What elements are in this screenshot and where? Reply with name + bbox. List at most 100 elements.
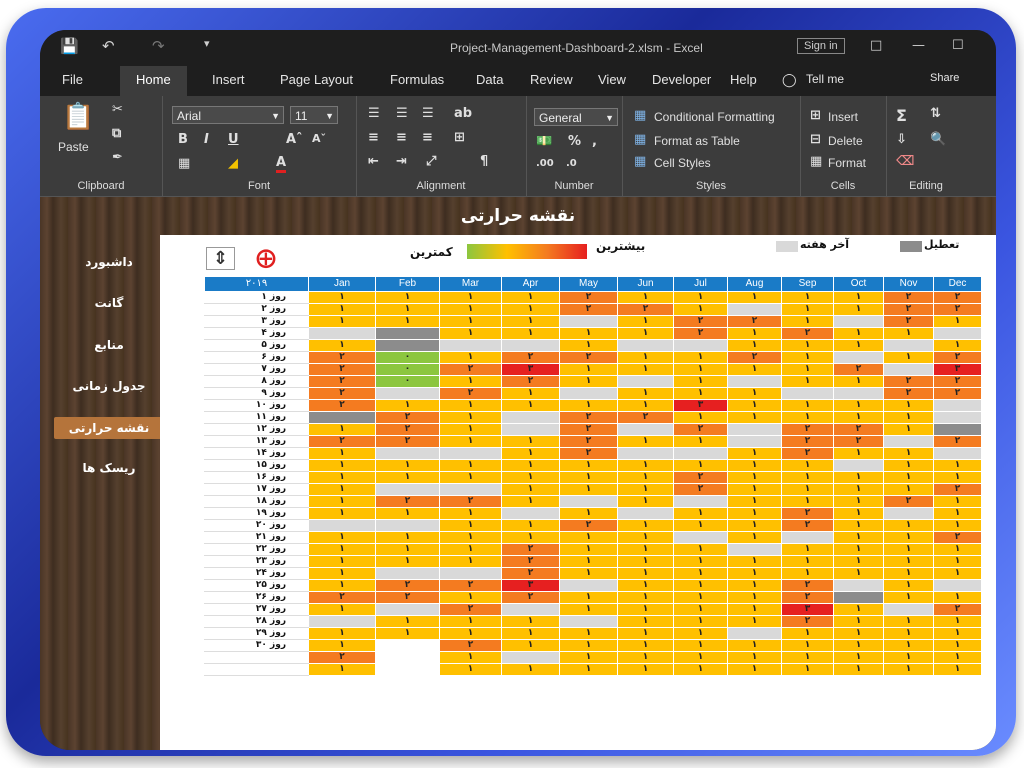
heat-cell[interactable]: ۱ [308,291,376,304]
heat-cell[interactable]: ۲ [781,435,834,448]
heat-cell[interactable]: ۱ [617,555,674,568]
heat-cell[interactable]: ۲ [883,303,934,316]
heat-cell[interactable]: ۱ [933,651,982,664]
heat-cell[interactable]: ۱ [781,351,834,364]
heat-cell[interactable]: ۱ [883,615,934,628]
heat-cell[interactable]: ۲ [883,375,934,388]
align-top-icon[interactable]: ☰ [368,106,380,121]
merge-center-icon[interactable]: ⊞ [454,130,465,145]
nav-resources[interactable]: منابع [94,338,124,352]
heat-cell[interactable]: ۱ [883,411,934,424]
heat-cell[interactable] [308,327,376,340]
heat-cell[interactable]: ۱ [501,447,560,460]
heat-cell[interactable]: ۲ [439,639,502,652]
heat-cell[interactable]: ۱ [727,447,782,460]
heat-cell[interactable]: ۱ [781,363,834,376]
heat-cell[interactable]: ۱ [308,567,376,580]
heat-cell[interactable]: ۲ [559,303,618,316]
heat-cell[interactable]: ۱ [439,471,502,484]
heat-cell[interactable]: ۱ [617,543,674,556]
heat-cell[interactable]: ۳ [501,579,560,592]
heat-cell[interactable]: ۱ [883,651,934,664]
heat-cell[interactable]: ۱ [439,555,502,568]
heat-cell[interactable]: ۱ [673,363,728,376]
share-button[interactable]: Share [930,72,960,84]
heat-cell[interactable] [883,507,934,520]
heat-cell[interactable]: ۲ [933,291,982,304]
heat-cell[interactable]: ۱ [833,555,884,568]
heat-cell[interactable]: ۱ [439,327,502,340]
heat-cell[interactable]: ۱ [617,591,674,604]
heat-cell[interactable]: ۱ [439,303,502,316]
tell-me-field[interactable]: Tell me [806,72,845,86]
heat-cell[interactable] [501,651,560,664]
heat-cell[interactable] [617,507,674,520]
heat-cell[interactable] [833,579,884,592]
tab-formulas[interactable]: Formulas [390,72,445,87]
heat-cell[interactable]: ۱ [617,603,674,616]
grow-font-icon[interactable]: Aˆ [286,132,303,147]
heat-cell[interactable] [375,651,440,664]
heat-cell[interactable]: ۱ [833,507,884,520]
heat-cell[interactable]: ۱ [833,327,884,340]
align-bottom-icon[interactable]: ☰ [422,106,434,121]
heat-cell[interactable]: ۳ [933,363,982,376]
redo-icon[interactable]: ↷ [152,37,165,55]
heat-cell[interactable] [727,435,782,448]
heat-cell[interactable]: ۲ [673,483,728,496]
heat-cell[interactable]: ۲ [781,615,834,628]
heat-cell[interactable]: ۱ [673,459,728,472]
heat-cell[interactable]: ۱ [727,483,782,496]
heat-cell[interactable]: ۲ [781,519,834,532]
heat-cell[interactable]: ۱ [673,651,728,664]
heat-cell[interactable]: ۱ [833,339,884,352]
heat-cell[interactable]: ۳ [673,399,728,412]
undo-icon[interactable]: ↶ [102,37,115,55]
heat-cell[interactable]: ۲ [308,375,376,388]
heat-cell[interactable]: ۱ [883,543,934,556]
align-middle-icon[interactable]: ☰ [396,106,408,121]
sort-filter-icon[interactable]: ⇅ [930,106,941,121]
heat-cell[interactable]: ۱ [501,495,560,508]
delete-cells-icon[interactable]: ⊟ [810,132,821,147]
heat-cell[interactable]: ۱ [673,303,728,316]
heat-cell[interactable]: ۱ [933,663,982,676]
heat-cell[interactable]: ۱ [501,639,560,652]
heat-cell[interactable]: ۱ [617,327,674,340]
shrink-font-icon[interactable]: Aˇ [312,132,327,145]
paste-icon[interactable]: 📋 [62,102,95,132]
heat-cell[interactable]: ۱ [933,543,982,556]
currency-icon[interactable]: 💵 [536,134,553,149]
heat-cell[interactable]: ۱ [501,435,560,448]
heat-cell[interactable]: ۲ [727,315,782,328]
heat-cell[interactable]: ۱ [883,447,934,460]
heat-cell[interactable]: ۱ [617,399,674,412]
heat-cell[interactable]: ۱ [833,447,884,460]
heat-cell[interactable] [559,579,618,592]
heat-cell[interactable]: ۱ [673,543,728,556]
heat-cell[interactable]: ۱ [727,579,782,592]
heat-cell[interactable]: ۱ [439,627,502,640]
heat-cell[interactable]: ۱ [781,543,834,556]
decrease-indent-icon[interactable]: ⇤ [368,154,379,169]
underline-icon[interactable]: U [228,132,239,147]
heat-cell[interactable] [833,351,884,364]
heat-cell[interactable]: ۱ [933,495,982,508]
heat-cell[interactable] [617,423,674,436]
nav-dashboard[interactable]: داشبورد [85,255,133,269]
heat-cell[interactable] [308,519,376,532]
percent-icon[interactable]: % [568,134,582,149]
heat-cell[interactable] [727,303,782,316]
insert-cells-icon[interactable]: ⊞ [810,108,821,123]
heat-cell[interactable]: ۱ [933,315,982,328]
format-as-table-button[interactable]: Format as Table [654,134,740,148]
heat-cell[interactable]: ۱ [439,591,502,604]
heat-cell[interactable]: ۱ [617,495,674,508]
heat-cell[interactable]: ۲ [559,447,618,460]
heat-cell[interactable]: ۱ [833,471,884,484]
heat-cell[interactable]: ۰ [375,363,440,376]
heat-cell[interactable]: ۱ [727,567,782,580]
wrap-text-icon[interactable]: ab [454,106,473,121]
heat-cell[interactable]: ۲ [439,603,502,616]
heat-cell[interactable]: ۱ [781,291,834,304]
